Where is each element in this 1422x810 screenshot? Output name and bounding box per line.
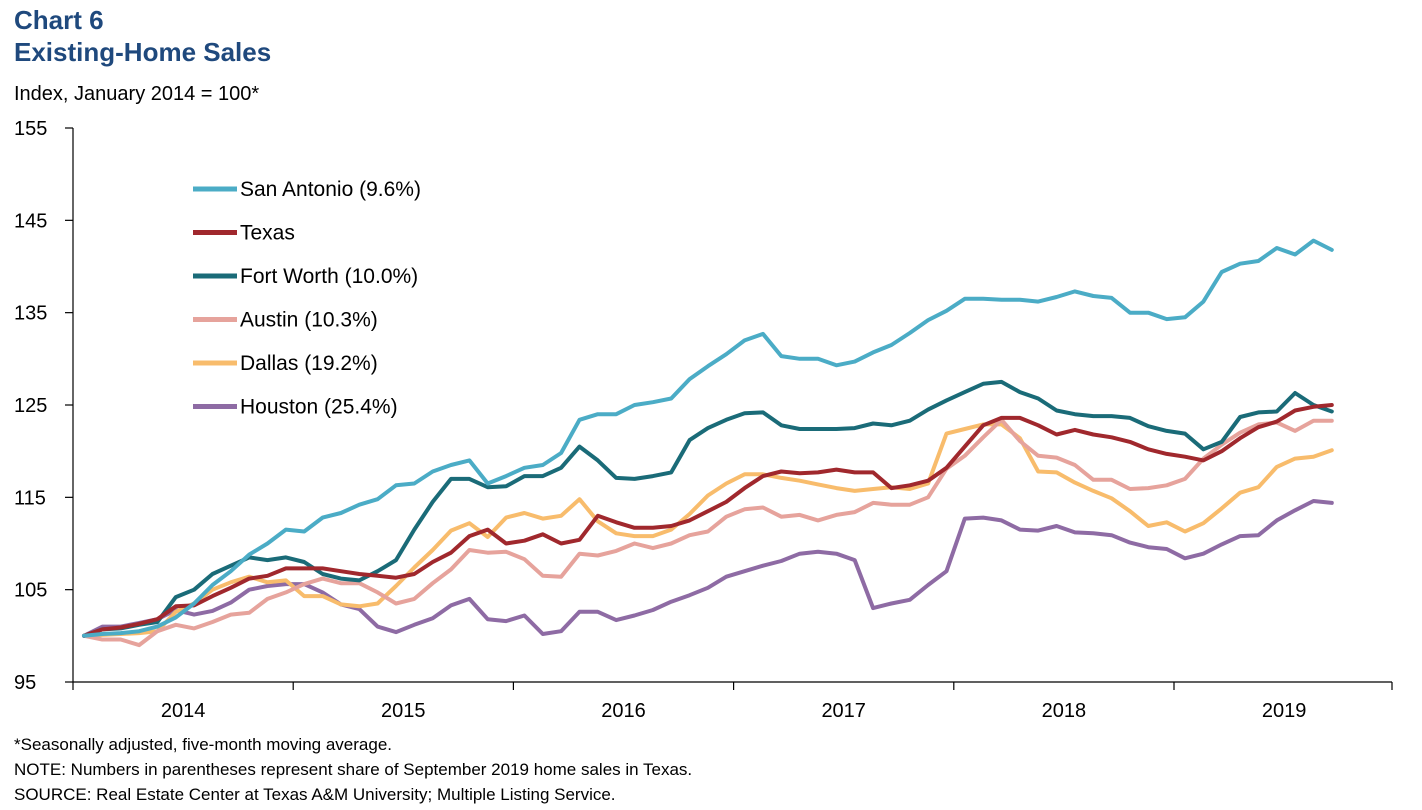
- x-tick-label: 2017: [821, 700, 866, 722]
- footnote-note: NOTE: Numbers in parentheses represent s…: [14, 760, 693, 779]
- chart-title-block: Chart 6 Existing-Home Sales: [14, 4, 271, 68]
- x-tick-label: 2015: [381, 700, 426, 722]
- legend-label: San Antonio (9.6%): [240, 178, 421, 201]
- y-tick-label: 155: [14, 118, 47, 140]
- legend-label: Houston (25.4%): [240, 396, 398, 419]
- y-tick-label: 95: [14, 672, 36, 694]
- y-tick-label: 105: [14, 580, 47, 602]
- y-tick-label: 145: [14, 210, 47, 232]
- legend-label: Austin (10.3%): [240, 309, 378, 332]
- y-tick-label: 115: [14, 487, 46, 509]
- x-tick-label: 2016: [601, 700, 646, 722]
- footnote-source: SOURCE: Real Estate Center at Texas A&M …: [14, 785, 616, 804]
- y-tick-label: 135: [14, 303, 47, 325]
- chart-number: Chart 6: [14, 5, 104, 35]
- series-line-dallas: [82, 422, 1334, 638]
- legend-label: Texas: [240, 222, 295, 245]
- legend: San Antonio (9.6%) Texas Fort Worth (10.0%…: [193, 178, 421, 419]
- plot-lines: [82, 238, 1334, 648]
- axes: 95 105 115 125 135 145 155 2014 2015 2016 2017 2018…: [14, 118, 1393, 722]
- footnotes: *Seasonally adjusted, five-month moving …: [14, 732, 692, 807]
- x-tick-label: 2019: [1262, 700, 1307, 722]
- series-line-texas: [82, 403, 1334, 638]
- series-line-san-antonio: [82, 238, 1334, 638]
- x-tick-label: 2014: [161, 700, 206, 722]
- y-axis-units-label: Index, January 2014 = 100*: [14, 83, 260, 105]
- legend-label: Dallas (19.2%): [240, 352, 378, 375]
- series-line-fort-worth: [82, 379, 1334, 638]
- footnote-asterisk: *Seasonally adjusted, five-month moving …: [14, 735, 392, 754]
- y-tick-label: 125: [14, 395, 47, 417]
- line-chart: 95 105 115 125 135 145 155 2014 2015 2016 2017 2018…: [14, 118, 1393, 722]
- x-tick-label: 2018: [1042, 700, 1087, 722]
- chart-title: Existing-Home Sales: [14, 37, 272, 67]
- legend-label: Fort Worth (10.0%): [240, 265, 418, 288]
- series-line-austin: [82, 417, 1334, 648]
